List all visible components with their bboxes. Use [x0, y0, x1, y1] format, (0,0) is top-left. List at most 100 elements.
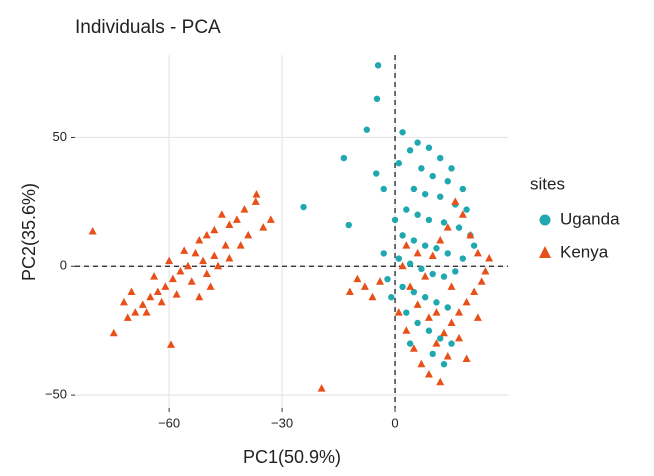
- point: [225, 220, 234, 229]
- point: [402, 326, 411, 334]
- point: [388, 294, 395, 301]
- point: [406, 147, 414, 154]
- point: [195, 236, 204, 244]
- point: [317, 384, 326, 392]
- point: [183, 261, 192, 270]
- point: [466, 230, 475, 239]
- point: [221, 241, 230, 249]
- point: [436, 377, 445, 386]
- point: [138, 300, 147, 308]
- point: [244, 230, 253, 239]
- point: [424, 370, 433, 378]
- y-axis-title: PC2(35.6%): [19, 183, 39, 281]
- point: [440, 219, 448, 226]
- point: [394, 308, 403, 316]
- point: [432, 339, 441, 347]
- point: [413, 300, 422, 308]
- point: [463, 206, 470, 213]
- point: [123, 313, 132, 321]
- point: [199, 256, 208, 265]
- point: [374, 62, 382, 69]
- point: [406, 260, 414, 267]
- point: [210, 225, 219, 234]
- point: [418, 165, 425, 172]
- point: [455, 308, 464, 316]
- point: [300, 203, 307, 211]
- legend-title: sites: [530, 174, 565, 193]
- point: [462, 354, 471, 363]
- point: [399, 283, 406, 291]
- point: [473, 248, 482, 257]
- point: [443, 223, 452, 231]
- point: [448, 340, 455, 347]
- point: [214, 261, 223, 270]
- point: [345, 287, 354, 296]
- point: [360, 282, 369, 290]
- point: [109, 328, 118, 337]
- point: [206, 282, 215, 290]
- point: [395, 255, 403, 262]
- point: [180, 246, 189, 254]
- point: [485, 254, 494, 262]
- point: [458, 210, 467, 218]
- point: [403, 309, 410, 316]
- y-tick-label: −50: [45, 387, 67, 402]
- point: [410, 237, 418, 244]
- point: [236, 241, 245, 249]
- point: [436, 236, 445, 244]
- point: [470, 287, 479, 296]
- point: [437, 335, 444, 342]
- point: [119, 297, 128, 306]
- point: [447, 318, 456, 326]
- point: [440, 360, 448, 368]
- point: [375, 277, 384, 285]
- point: [444, 250, 451, 257]
- point: [210, 251, 219, 259]
- point: [437, 193, 444, 200]
- point: [424, 313, 433, 321]
- point: [251, 197, 260, 205]
- point: [425, 327, 433, 334]
- point: [395, 160, 403, 167]
- point: [403, 206, 410, 213]
- point: [195, 292, 204, 301]
- point: [161, 282, 170, 290]
- point: [88, 227, 97, 235]
- point: [399, 129, 406, 136]
- point: [439, 328, 448, 337]
- point: [402, 241, 411, 249]
- point: [252, 190, 261, 198]
- point: [384, 275, 391, 283]
- point: [429, 270, 436, 278]
- point: [425, 216, 433, 224]
- point: [440, 273, 448, 280]
- point: [444, 178, 451, 185]
- point: [443, 351, 452, 360]
- point: [191, 248, 200, 257]
- y-tick-label: 0: [60, 258, 67, 273]
- point: [127, 287, 136, 296]
- point: [473, 313, 482, 321]
- point: [232, 215, 241, 223]
- point: [447, 282, 456, 290]
- point: [421, 242, 429, 249]
- point: [406, 340, 414, 347]
- y-tick-label: 50: [53, 129, 67, 144]
- point: [410, 185, 418, 193]
- point: [142, 308, 151, 316]
- point: [345, 221, 352, 229]
- point: [421, 272, 430, 280]
- point: [470, 242, 478, 249]
- point: [373, 95, 381, 103]
- point: [217, 210, 226, 218]
- point: [172, 290, 181, 298]
- point: [437, 154, 444, 162]
- point: [459, 185, 467, 193]
- point: [353, 274, 362, 283]
- point: [157, 297, 166, 306]
- legend-marker: [539, 214, 551, 226]
- x-tick-label: −30: [271, 415, 293, 430]
- chart-title: Individuals - PCA: [75, 17, 221, 38]
- point: [225, 254, 234, 262]
